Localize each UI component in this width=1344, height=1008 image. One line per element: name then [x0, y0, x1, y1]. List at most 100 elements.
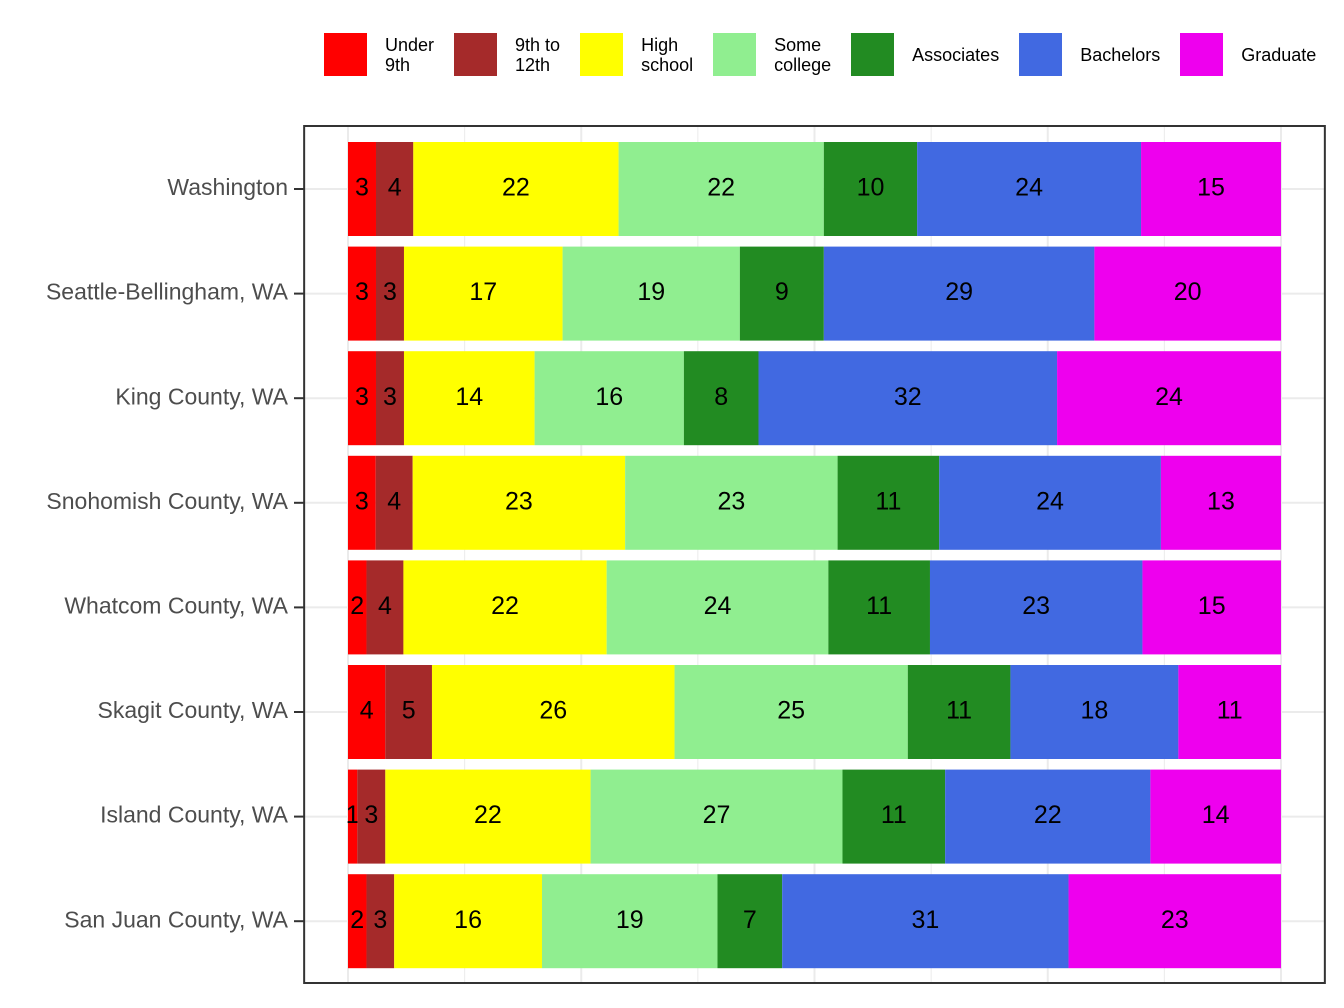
bar-segment: [1150, 769, 1281, 864]
bar-segment: [758, 351, 1058, 446]
bar-segment: [1141, 142, 1281, 236]
data-label: 3: [355, 383, 369, 411]
data-label: 2: [350, 592, 364, 620]
data-label: 22: [491, 592, 519, 620]
data-label: 3: [373, 906, 387, 934]
bar-segment: [348, 455, 376, 550]
bar-segment: [1094, 246, 1281, 341]
data-label: 24: [1036, 487, 1064, 515]
data-label: 31: [911, 906, 939, 934]
y-tick-label: Washington: [167, 174, 288, 200]
data-label: 15: [1198, 592, 1226, 620]
data-label: 3: [355, 174, 369, 202]
y-tick-label: Skagit County, WA: [98, 697, 289, 723]
bar-segment: [366, 874, 395, 969]
legend-item: High school: [580, 33, 693, 76]
legend-label: Graduate: [1241, 44, 1317, 65]
data-label: 22: [502, 174, 530, 202]
bar-segment: [348, 246, 376, 341]
data-label: 3: [355, 278, 369, 306]
data-label: 19: [637, 278, 665, 306]
bar-segment: [431, 665, 675, 759]
data-label: 25: [777, 697, 805, 725]
data-label: 11: [866, 592, 892, 620]
data-label: 24: [704, 592, 732, 620]
data-label: 20: [1174, 278, 1202, 306]
data-label: 3: [383, 278, 397, 306]
bar-segment: [917, 142, 1142, 236]
bar-segment: [375, 246, 404, 341]
bar-segment: [1142, 560, 1281, 655]
bar-segment: [357, 769, 386, 864]
bar-segment: [385, 769, 591, 864]
bar-segment: [674, 665, 908, 759]
bar-segment: [625, 455, 838, 550]
legend-label: 9th to 12th: [515, 34, 561, 75]
legend-swatch: [324, 33, 367, 76]
legend-label: Bachelors: [1080, 44, 1161, 65]
legend-item: Bachelors: [1019, 33, 1160, 76]
bar-segment: [385, 665, 432, 759]
bar-segment: [403, 560, 607, 655]
bar-segment: [828, 560, 930, 655]
legend-item: Graduate: [1180, 33, 1316, 76]
data-label: 23: [505, 487, 533, 515]
data-label: 13: [1207, 487, 1235, 515]
bar-segment: [366, 560, 404, 655]
bar-segment: [606, 560, 829, 655]
bar-segment: [1057, 351, 1281, 446]
data-label: 26: [539, 697, 567, 725]
bar-segment: [939, 455, 1161, 550]
data-label: 3: [364, 801, 378, 829]
legend-item: Associates: [851, 33, 999, 76]
bar-segment: [412, 455, 626, 550]
data-label: 4: [387, 487, 401, 515]
data-label: 8: [714, 383, 728, 411]
y-tick-label: King County, WA: [115, 383, 288, 409]
legend-swatch: [454, 33, 498, 76]
data-label: 23: [717, 487, 745, 515]
bar-segment: [618, 142, 824, 236]
data-label: 22: [474, 801, 502, 829]
bar-segment: [1160, 455, 1281, 550]
bar-segment: [348, 769, 358, 864]
data-label: 3: [355, 487, 369, 515]
data-label: 16: [595, 383, 623, 411]
data-label: 9: [775, 278, 789, 306]
data-label: 14: [1202, 801, 1230, 829]
bar-segment: [562, 246, 740, 341]
bar-segment: [403, 246, 563, 341]
bar-segment: [717, 874, 783, 969]
data-label: 2: [350, 906, 364, 934]
data-label: 32: [894, 383, 922, 411]
data-label: 24: [1155, 383, 1183, 411]
data-label: 7: [743, 906, 757, 934]
bar-segment: [348, 560, 367, 655]
data-label: 10: [857, 174, 885, 202]
data-label: 24: [1015, 174, 1043, 202]
bar-segment: [375, 351, 404, 446]
legend-label: Under 9th: [385, 34, 435, 75]
data-label: 23: [1022, 592, 1050, 620]
bar-segment: [837, 455, 940, 550]
data-label: 19: [616, 906, 644, 934]
bar-segment: [1178, 665, 1281, 759]
y-tick-label: Whatcom County, WA: [64, 592, 288, 618]
bar-segment: [683, 351, 759, 446]
data-label: 22: [1034, 801, 1062, 829]
data-label: 14: [455, 383, 483, 411]
bar-segment: [348, 142, 376, 236]
bar-segment: [403, 351, 535, 446]
bar-segment: [348, 351, 376, 446]
legend-label: High school: [641, 34, 694, 75]
data-label: 29: [945, 278, 973, 306]
y-tick-label: Snohomish County, WA: [46, 488, 288, 514]
data-label: 17: [469, 278, 497, 306]
data-label: 3: [383, 383, 397, 411]
bar-segment: [823, 246, 1095, 341]
legend-swatch: [713, 33, 757, 76]
bar-segment: [842, 769, 946, 864]
bar-segment: [348, 874, 367, 969]
data-label: 1: [346, 801, 360, 829]
